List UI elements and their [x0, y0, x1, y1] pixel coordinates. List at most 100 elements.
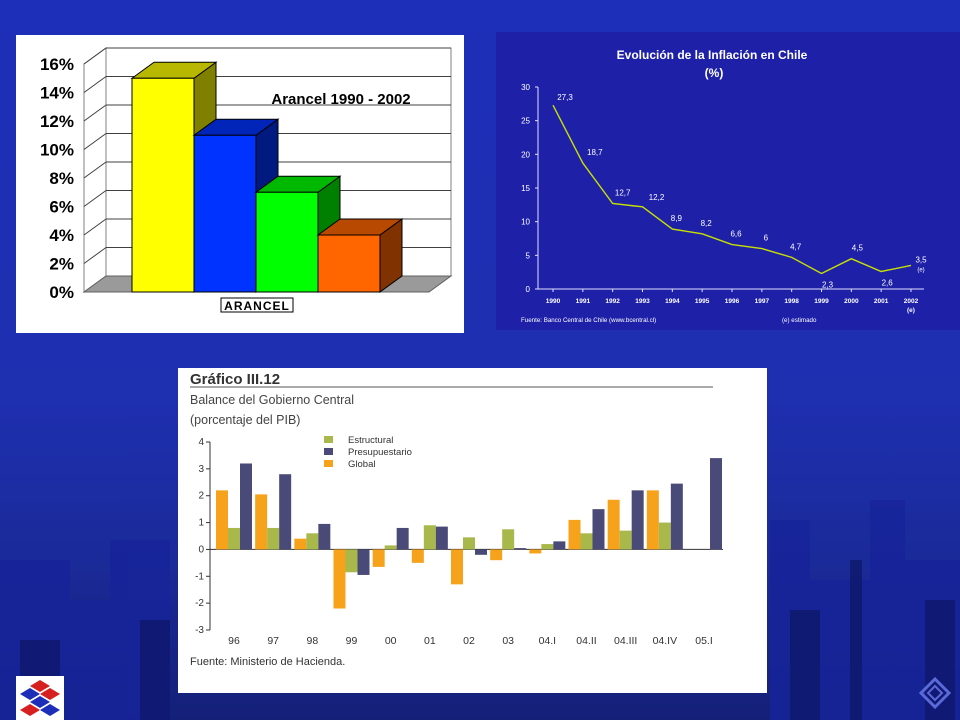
legend-label: Global — [348, 459, 375, 470]
arancel-chart-panel: 0% 2% 4% 6% 8% 10% 12% 14% 16% Arancel 1990 - 200… — [16, 35, 464, 333]
y-tick-label: -2 — [195, 598, 204, 609]
chart-footnote: (e) estimado — [782, 317, 817, 324]
bar-estructural — [228, 527, 240, 550]
bar-presupuestario — [240, 463, 252, 550]
bar-global — [490, 549, 503, 561]
x-tick-label: 1998 — [784, 298, 799, 305]
y-tick-label: 25 — [521, 117, 530, 126]
bar-estructural — [423, 525, 436, 550]
x-tick-label: 1999 — [814, 298, 829, 305]
inflation-chart-panel: Evolución de la Inflación en Chile (%) 0 5 1… — [496, 32, 960, 330]
chart-subtitle: (porcentaje del PIB) — [190, 413, 300, 427]
y-tick-label: 2% — [49, 255, 74, 274]
x-label-box — [220, 297, 294, 313]
gridline-side — [83, 218, 107, 236]
bar-presupuestario — [279, 474, 292, 550]
bar-global — [607, 499, 620, 550]
bar-global — [646, 490, 659, 550]
gridline-side — [83, 190, 107, 207]
y-tick-label: 10% — [40, 141, 74, 160]
x-tick-label: 99 — [346, 635, 358, 647]
x-tick-label: 1990 — [546, 298, 561, 305]
x-tick-label: 03 — [502, 635, 514, 647]
gridline-side — [83, 133, 107, 150]
x-tick-label: 2000 — [844, 298, 859, 305]
fiscal-balance-chart: Gráfico III.12 Balance del Gobierno Centr… — [190, 371, 723, 668]
x-tick-label: 2002 — [904, 298, 919, 305]
x-tick-label: 1994 — [665, 298, 680, 305]
bar-estructural — [502, 529, 515, 550]
bar-global — [372, 549, 385, 567]
x-tick-label: 98 — [306, 635, 318, 647]
bar-presupuestario — [670, 483, 683, 550]
x-tick-label: 1992 — [605, 298, 620, 305]
y-tick-label: 14% — [40, 84, 74, 103]
fiscal-balance-chart-panel: Gráfico III.12 Balance del Gobierno Centr… — [178, 368, 767, 693]
chart-title: Evolución de la Inflación en Chile — [617, 48, 808, 62]
bar-presupuestario — [592, 509, 605, 550]
gridline-side — [83, 76, 107, 93]
chart-header: Gráfico III.12 — [190, 371, 280, 388]
bar-presupuestario — [514, 548, 527, 550]
legend-swatch — [324, 436, 333, 443]
y-tick-label: 4% — [49, 226, 74, 245]
bar-estructural — [384, 545, 397, 550]
data-label: 6,6 — [730, 230, 742, 239]
diamond-navigation-icon[interactable] — [918, 676, 952, 710]
x-tick-label: 1996 — [725, 298, 740, 305]
bar-global — [411, 549, 424, 563]
x-tick-label: 1993 — [635, 298, 650, 305]
legend-swatch — [324, 448, 333, 455]
bar — [131, 77, 195, 293]
bar-presupuestario — [318, 523, 331, 550]
x-tick-label: 04.III — [614, 635, 637, 647]
data-label: 6 — [764, 234, 769, 243]
x-tick-label: 1991 — [576, 298, 591, 305]
data-label: 3,5 — [915, 255, 927, 264]
x-tick-note: (e) — [907, 307, 915, 314]
bar-presupuestario — [553, 541, 566, 550]
y-tick-label: 30 — [521, 83, 530, 92]
bar-global — [255, 494, 268, 550]
bar-estructural — [580, 533, 593, 550]
x-axis-label: ARANCEL — [224, 299, 290, 313]
x-tick-label: 01 — [424, 635, 436, 647]
bar-presupuestario — [435, 526, 448, 550]
bar-presupuestario — [710, 458, 722, 550]
data-label-note: (e) — [917, 267, 924, 273]
data-label: 18,7 — [587, 148, 603, 157]
bar — [317, 234, 381, 293]
x-tick-label: 97 — [267, 635, 279, 647]
legend-swatch — [324, 460, 333, 467]
chart-subtitle: (%) — [705, 66, 724, 80]
bar-presupuestario — [631, 490, 644, 550]
chile-government-logo — [16, 676, 64, 720]
bar-presupuestario — [475, 549, 487, 555]
x-tick-label: 1997 — [755, 298, 770, 305]
bar-global — [451, 549, 463, 585]
x-tick-label: 04.I — [539, 635, 557, 647]
y-tick-label: 20 — [521, 150, 530, 159]
y-tick-label: 0 — [198, 544, 204, 555]
gridline-side — [83, 104, 107, 122]
x-tick-label: 00 — [385, 635, 397, 647]
y-tick-label: 0% — [49, 283, 74, 302]
y-tick-label: 6% — [49, 198, 74, 217]
legend-label: Presupuestario — [348, 447, 412, 458]
y-tick-label: 3 — [198, 464, 204, 475]
bar-estructural — [619, 530, 632, 550]
arancel-chart: 0% 2% 4% 6% 8% 10% 12% 14% 16% Arancel 1990 - 200… — [40, 47, 453, 313]
bar-estructural — [267, 527, 280, 550]
bar-presupuestario — [357, 549, 370, 575]
gridline-side — [83, 47, 107, 65]
chart-title: Arancel 1990 - 2002 — [271, 91, 410, 108]
data-label: 12,7 — [615, 188, 631, 197]
y-tick-label: 8% — [49, 169, 74, 188]
y-tick-label: 5 — [526, 251, 531, 260]
inflation-line — [552, 104, 912, 275]
chart-source: Fuente: Ministerio de Hacienda. — [190, 656, 345, 668]
x-tick-label: 96 — [228, 635, 240, 647]
bar-global — [529, 549, 542, 554]
x-tick-label: 04.IV — [653, 635, 678, 647]
bar-presupuestario — [396, 527, 409, 550]
